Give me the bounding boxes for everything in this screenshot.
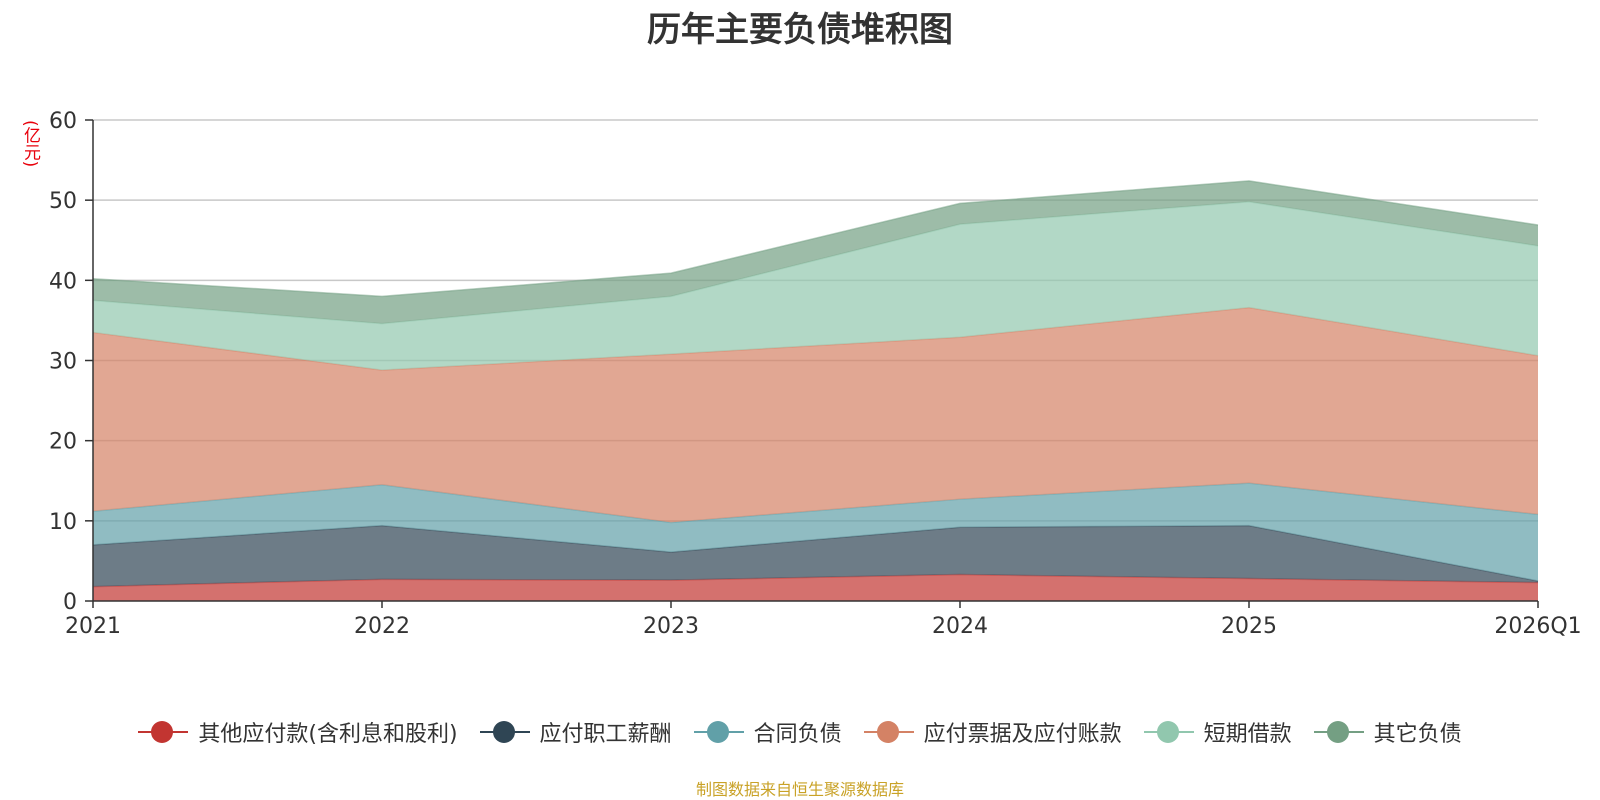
y-tick-label: 0 [63,590,77,615]
legend-item-1[interactable]: 应付职工薪酬 [479,716,672,748]
area-line-series-3 [92,306,1539,371]
area-series-0 [93,574,1538,601]
legend-label: 应付票据及应付账款 [923,722,1122,747]
legend-label: 其它负债 [1373,722,1462,747]
legend-item-2[interactable]: 合同负债 [693,716,842,748]
legend-marker-dot [1156,721,1179,743]
x-tick-label: 2024 [932,614,988,639]
area-series-4 [93,201,1538,371]
data-source-footer: 制图数据来自恒生聚源数据库 [695,780,904,799]
x-tick-label: 2021 [65,614,121,639]
y-tick-label: 40 [49,269,77,294]
x-tick-label: 2025 [1221,614,1277,639]
y-axis-unit-label: (亿元) [20,120,40,168]
legend-marker-dot [876,721,899,743]
legend-marker [863,720,914,744]
legend-marker-dot [492,721,515,743]
legend-marker [138,720,189,744]
legend-marker [1313,720,1364,744]
y-tick-label: 20 [49,430,77,455]
legend-item-4[interactable]: 短期借款 [1143,716,1292,748]
y-tick-label: 10 [49,510,77,535]
area-series-1 [93,525,1538,587]
legend-marker-dot [151,721,174,743]
legend-label: 短期借款 [1203,722,1292,747]
legend-label: 应付职工薪酬 [539,722,672,747]
legend-marker-dot [706,721,729,743]
legend: 其他应付款(含利息和股利) 应付职工薪酬 合同负债 应付票据及应付账款 短期借款 其它负债 [0,716,1600,748]
x-tick-label: 2026Q1 [1494,614,1581,639]
x-tick-label: 2023 [643,614,699,639]
legend-marker-dot [1326,721,1349,743]
area-line-series-5 [92,180,1539,298]
legend-label: 其他应付款(含利息和股利) [198,722,458,747]
legend-label: 合同负债 [753,722,842,747]
x-tick-label: 2022 [354,614,410,639]
legend-item-3[interactable]: 应付票据及应付账款 [863,716,1122,748]
y-tick-label: 30 [49,350,77,375]
y-tick-label: 50 [49,189,77,214]
area-series-2 [93,483,1538,581]
legend-item-5[interactable]: 其它负债 [1313,716,1462,748]
legend-marker [693,720,744,744]
legend-item-0[interactable]: 其他应付款(含利息和股利) [138,716,458,748]
area-series-5 [93,180,1538,324]
y-tick-label: 60 [49,109,77,134]
area-series-3 [93,307,1538,523]
legend-marker [1143,720,1194,744]
legend-marker [479,720,530,744]
chart-title: 历年主要负债堆积图 [647,10,953,50]
